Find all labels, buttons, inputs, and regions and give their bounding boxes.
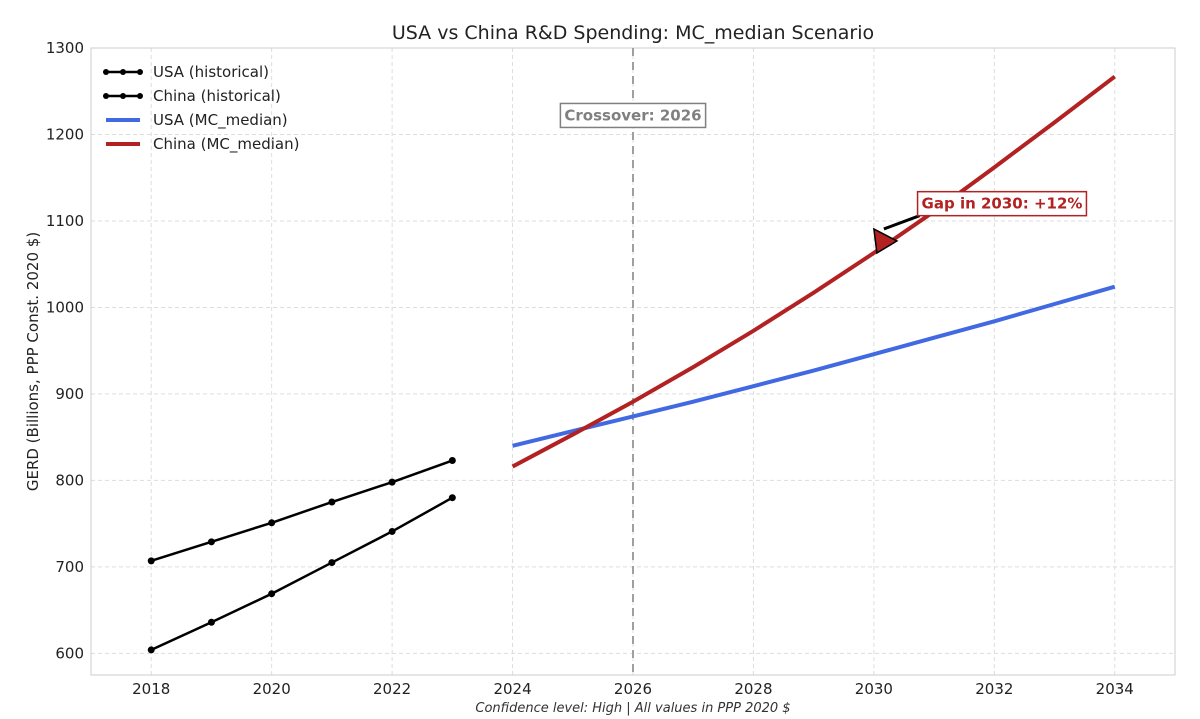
data-point — [207, 538, 215, 546]
series-line-2 — [512, 284, 1116, 448]
x-tick-label: 2018 — [132, 680, 170, 698]
legend: USA (historical) China (historical) USA (M… — [103, 63, 299, 154]
data-point — [268, 519, 276, 527]
legend-marker — [103, 93, 109, 99]
crossover-annotation-box — [559, 102, 707, 129]
data-point — [328, 559, 336, 567]
y-tick-label: 1000 — [46, 298, 84, 316]
crossover-annotation-text: Crossover: 2026 — [564, 106, 701, 124]
chart-caption: Confidence level: High | All values in P… — [475, 701, 790, 716]
legend-label: USA (MC_median) — [153, 111, 288, 130]
legend-marker — [120, 93, 126, 99]
y-tick-label: 600 — [55, 644, 84, 662]
gap-arrow-head — [872, 227, 899, 255]
y-tick-label: 1100 — [46, 212, 84, 230]
gap-annotation-box — [916, 190, 1088, 217]
y-tick-label: 1300 — [46, 39, 84, 57]
y-axis-label: GERD (Billions, PPP Const. 2020 $) — [24, 232, 42, 491]
gap-annotation-text: Gap in 2030: +12% — [922, 195, 1083, 213]
data-point — [388, 527, 396, 535]
series-line-3 — [511, 74, 1116, 469]
data-point — [448, 494, 456, 502]
x-tick-label: 2020 — [253, 680, 291, 698]
x-tick-label: 2034 — [1096, 680, 1134, 698]
gap-arrow-shaft — [883, 214, 921, 231]
data-point — [448, 457, 456, 465]
data-point — [147, 557, 155, 565]
y-tick-label: 900 — [55, 385, 84, 403]
crossover-annotation: Crossover: 2026 — [559, 102, 707, 129]
y-tick-label: 700 — [55, 558, 84, 576]
x-tick-label: 2026 — [614, 680, 652, 698]
data-point — [147, 646, 155, 654]
data-point — [388, 478, 396, 486]
x-tick-label: 2032 — [975, 680, 1013, 698]
axis-ticks: 2018 2020 2022 2024 2026 2028 2030 2032 2034 600 7… — [46, 39, 1134, 698]
data-point — [328, 498, 336, 506]
data-point — [207, 618, 215, 626]
legend-label: China (historical) — [153, 87, 281, 105]
series-line-1 — [150, 496, 453, 652]
y-tick-label: 800 — [55, 471, 84, 489]
gap-annotation: Gap in 2030: +12% — [872, 190, 1088, 255]
series-layer — [147, 74, 1116, 654]
chart-title: USA vs China R&D Spending: MC_median Sce… — [392, 22, 874, 44]
x-tick-label: 2022 — [373, 680, 411, 698]
legend-label: China (MC_median) — [153, 135, 299, 154]
series-line-0 — [150, 459, 453, 563]
x-tick-label: 2030 — [855, 680, 893, 698]
x-tick-label: 2024 — [493, 680, 531, 698]
y-tick-label: 1200 — [46, 125, 84, 143]
data-point — [268, 590, 276, 598]
legend-marker — [120, 69, 126, 75]
legend-label: USA (historical) — [153, 63, 269, 81]
legend-marker — [103, 69, 109, 75]
legend-marker — [137, 69, 143, 75]
legend-marker — [137, 93, 143, 99]
x-tick-label: 2028 — [734, 680, 772, 698]
